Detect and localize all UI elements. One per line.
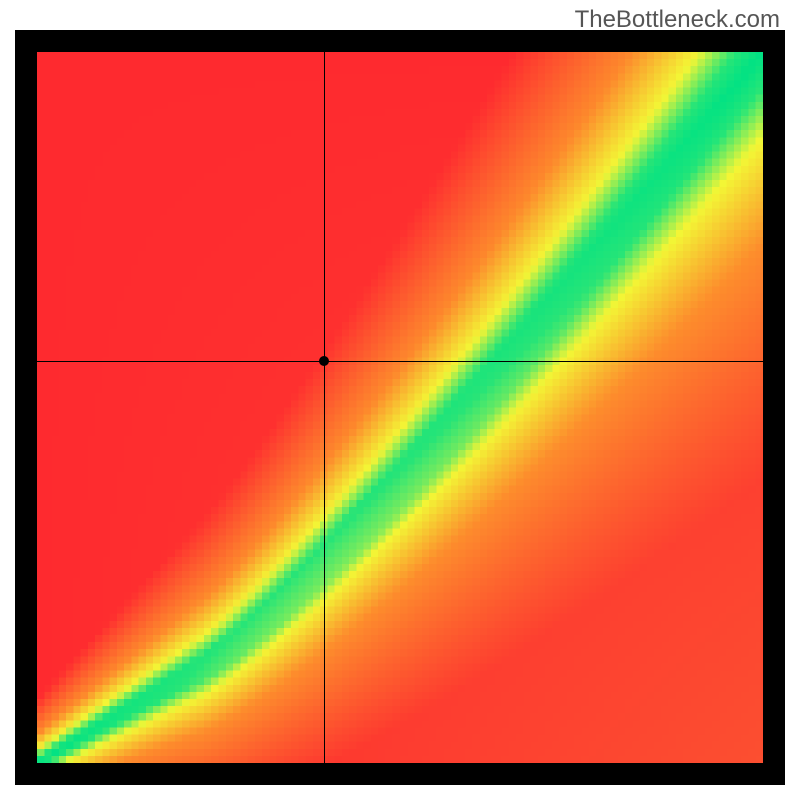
crosshair-horizontal bbox=[37, 361, 763, 362]
crosshair-vertical bbox=[324, 52, 325, 763]
chart-frame bbox=[15, 30, 785, 785]
heatmap-canvas bbox=[37, 52, 763, 763]
heatmap-area bbox=[37, 52, 763, 763]
crosshair-marker bbox=[319, 356, 329, 366]
chart-container: TheBottleneck.com bbox=[0, 0, 800, 800]
watermark-text: TheBottleneck.com bbox=[575, 6, 780, 34]
